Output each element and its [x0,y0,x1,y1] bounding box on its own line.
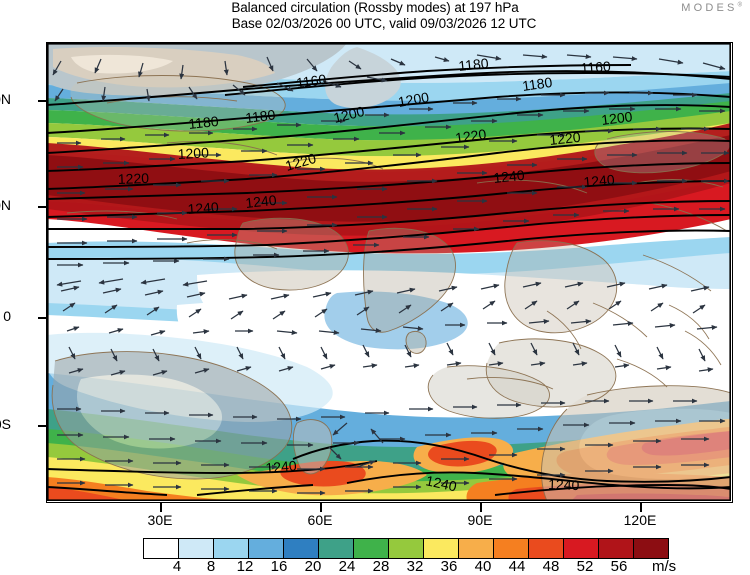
contour-labels: 1160 1160 1180 1180 1180 1180 1200 1200 … [118,55,634,495]
colorbar-swatch-6 [354,539,389,558]
x-tick-label-90e: 90E [467,512,493,528]
colorbar-tick-36: 36 [440,558,458,575]
svg-text:1240: 1240 [187,199,219,217]
svg-text:1240: 1240 [583,171,616,190]
colorbar-swatch-7 [389,539,424,558]
colorbar-tick-52: 52 [576,558,594,575]
svg-text:1240: 1240 [548,476,580,493]
svg-text:1180: 1180 [521,74,553,94]
svg-text:1240: 1240 [424,472,458,494]
colorbar-tick-20: 20 [304,558,322,575]
colorbar-swatch-14 [634,539,668,558]
svg-text:1220: 1220 [549,129,582,148]
svg-text:1220: 1220 [118,170,150,187]
svg-text:1160: 1160 [295,71,327,91]
x-tick-label-60e: 60E [307,512,333,528]
svg-text:1180: 1180 [244,106,276,126]
colorbar-swatch-13 [599,539,634,558]
colorbar-swatch-0 [144,539,179,558]
colorbar-swatch-12 [564,539,599,558]
svg-text:1220: 1220 [454,126,487,146]
y-tick-0 [38,317,47,319]
colorbar [143,538,669,559]
svg-text:1240: 1240 [265,457,298,476]
colorbar-tick-4: 4 [172,558,182,575]
y-tick-label-0: 0 [3,308,11,324]
y-tick-label-40n: 40N [0,91,11,107]
svg-text:1160: 1160 [580,58,611,76]
colorbar-tick-32: 32 [406,558,424,575]
colorbar-tick-44: 44 [508,558,526,575]
title-line-1: Balanced circulation (Rossby modes) at 1… [231,0,519,15]
height-contours [47,64,731,496]
colorbar-tick-8: 8 [206,558,216,575]
x-tick-90e [480,503,482,512]
svg-text:1200: 1200 [332,103,366,126]
colorbar-swatch-2 [214,539,249,558]
modes-logo-text: MODES [681,2,738,14]
colorbar-tick-24: 24 [338,558,356,575]
modes-logo: MODES® [681,2,742,14]
title-line-2: Base 02/03/2026 00 UTC, valid 09/03/2026… [231,15,537,31]
colorbar-tick-40: 40 [474,558,492,575]
x-tick-60e [320,503,322,512]
svg-text:1200: 1200 [397,89,431,110]
svg-text:1200: 1200 [600,108,633,128]
x-tick-30e [160,503,162,512]
svg-text:1240: 1240 [245,192,278,211]
colorbar-swatch-8 [424,539,459,558]
colorbar-tick-12: 12 [236,558,254,575]
coastlines [51,75,731,501]
wind-vectors [52,54,730,496]
modes-logo-mark: ® [737,2,742,9]
x-tick-120e [640,503,642,512]
y-tick-20n [38,206,47,208]
map-plot-area: 1160 1160 1180 1180 1180 1180 1200 1200 … [46,42,733,503]
colorbar-tick-56: 56 [610,558,628,575]
svg-text:1240: 1240 [493,167,526,186]
y-tick-label-20s: 20S [0,416,11,432]
colorbar-tick-48: 48 [542,558,560,575]
x-tick-label-120e: 120E [623,512,657,528]
colorbar-unit-label: m/s [652,558,677,575]
x-tick-label-30e: 30E [147,512,173,528]
colorbar-tick-28: 28 [372,558,390,575]
y-tick-label-20n: 20N [0,197,11,213]
y-tick-20s [38,425,47,427]
colorbar-swatch-10 [494,539,529,558]
svg-text:1180: 1180 [188,113,220,132]
colorbar-swatch-1 [179,539,214,558]
y-tick-40n [38,100,47,102]
colorbar-tick-16: 16 [270,558,288,575]
colorbar-swatch-11 [529,539,564,558]
colorbar-swatch-9 [459,539,494,558]
map-canvas: 1160 1160 1180 1180 1180 1180 1200 1200 … [47,43,731,501]
figure-title: Balanced circulation (Rossby modes) at 1… [0,0,750,31]
colorbar-swatch-3 [249,539,284,558]
svg-text:1180: 1180 [458,55,490,74]
colorbar-swatch-4 [284,539,319,558]
svg-text:1200: 1200 [177,144,209,162]
colorbar-swatch-5 [319,539,354,558]
